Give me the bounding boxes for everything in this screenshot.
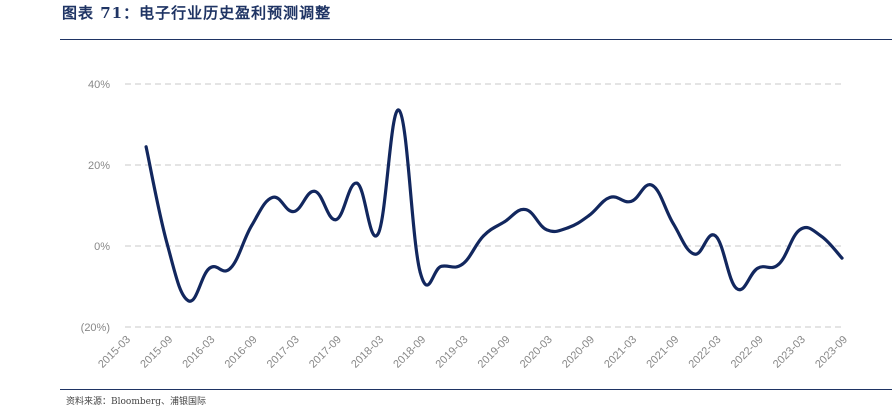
data-point <box>165 242 169 246</box>
data-point <box>271 196 274 199</box>
data-point <box>714 234 717 238</box>
data-point <box>840 256 844 260</box>
figure-title: 图表 71：电子行业历史盈利预测调整 <box>62 4 332 22</box>
data-point <box>439 264 443 268</box>
data-point <box>503 220 506 224</box>
data-point <box>777 262 781 266</box>
data-point <box>313 189 317 193</box>
x-tick-label: 2015-09 <box>138 334 175 371</box>
x-tick-label: 2019-09 <box>476 334 513 371</box>
x-tick-label: 2021-03 <box>602 334 639 371</box>
data-point <box>208 266 211 270</box>
source-note: 资料来源：Bloomberg、浦银国际 <box>66 397 207 407</box>
x-tick-label: 2017-03 <box>265 334 302 371</box>
y-tick-label: 0% <box>94 241 110 253</box>
data-point <box>250 224 253 228</box>
y-tick-label: 20% <box>88 160 110 172</box>
title-divider <box>60 39 892 40</box>
data-point <box>229 266 232 270</box>
y-axis-ticks: 40% 20% 0% (20%) <box>81 79 111 334</box>
data-point <box>587 214 591 218</box>
data-point <box>819 234 823 238</box>
x-tick-label: 2019-03 <box>433 334 470 371</box>
data-point <box>524 208 528 212</box>
data-point <box>334 218 338 222</box>
data-point <box>292 210 296 214</box>
x-tick-label: 2023-03 <box>771 334 808 371</box>
data-point <box>650 183 654 187</box>
series-layer <box>144 108 844 303</box>
data-point <box>735 287 738 290</box>
x-tick-label: 2016-03 <box>180 334 217 371</box>
data-point <box>144 145 148 149</box>
data-point <box>397 108 401 112</box>
data-point <box>355 181 359 185</box>
x-tick-label: 2015-03 <box>96 334 133 371</box>
gridlines <box>125 83 842 328</box>
x-tick-label: 2017-09 <box>307 334 344 371</box>
data-point <box>418 270 422 274</box>
y-tick-label: (20%) <box>81 322 110 334</box>
data-point <box>186 299 190 303</box>
data-point <box>798 228 802 232</box>
footer-divider <box>60 389 892 390</box>
data-point <box>608 196 612 199</box>
data-point <box>629 200 633 203</box>
x-tick-label: 2018-03 <box>349 334 386 371</box>
data-point <box>756 266 759 270</box>
data-point <box>671 222 675 226</box>
data-point <box>693 252 696 256</box>
x-axis-ticks: 2015-03 2015-09 2016-03 2016-09 2017-03 2017-… <box>96 334 850 371</box>
x-tick-label: 2018-09 <box>391 334 428 371</box>
data-point <box>545 228 549 232</box>
x-tick-label: 2020-03 <box>518 334 555 371</box>
x-tick-label: 2020-09 <box>560 334 597 371</box>
x-tick-label: 2022-09 <box>729 334 766 371</box>
data-point <box>566 226 570 230</box>
y-tick-label: 40% <box>88 79 110 91</box>
line-chart: 40% 20% 0% (20%) 2015-03 2015-09 2016-03 2016-… <box>81 79 850 371</box>
x-tick-label: 2021-09 <box>644 334 681 371</box>
x-tick-label: 2023-09 <box>813 334 850 371</box>
series-line <box>144 108 844 303</box>
data-point <box>482 234 485 238</box>
data-point <box>376 232 380 236</box>
x-tick-label: 2022-03 <box>687 334 724 371</box>
data-point <box>461 262 464 266</box>
x-tick-label: 2016-09 <box>223 334 260 371</box>
